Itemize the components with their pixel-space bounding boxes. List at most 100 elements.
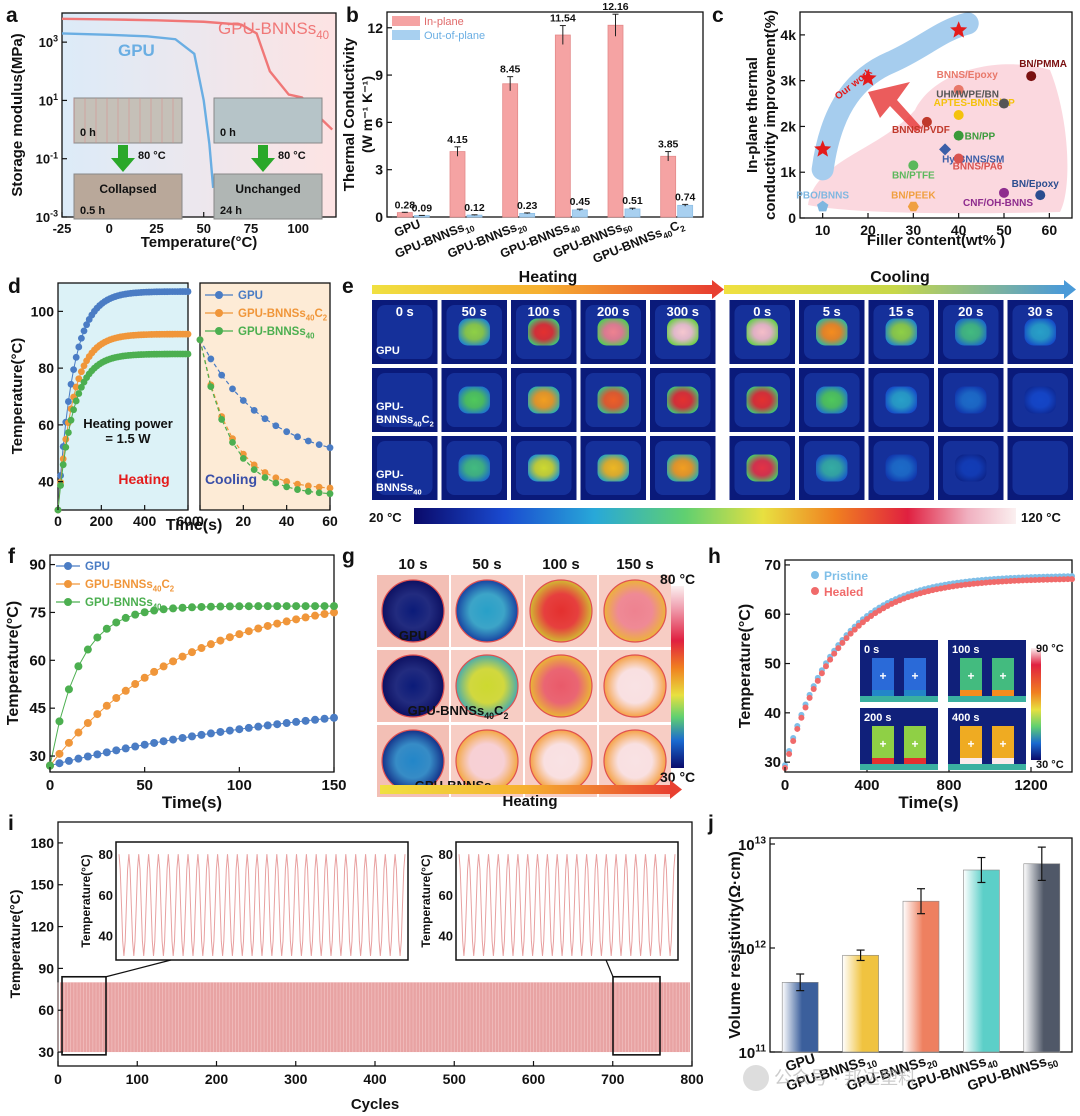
temperature-point [802, 704, 809, 711]
heater-strip [948, 764, 1026, 770]
heating-point [72, 353, 80, 361]
temperature-point [121, 744, 130, 753]
label-part: 40 [569, 223, 582, 236]
y-tick-label: 3 [375, 162, 383, 178]
temperature-point [273, 720, 282, 729]
temperature-point [169, 604, 178, 613]
data-point [908, 160, 919, 171]
data-point-label: BN/PTFE [892, 170, 935, 181]
sample-hotspot [816, 386, 848, 414]
x-tick-label: 150 [321, 777, 346, 794]
cooling-point [261, 415, 269, 423]
temperature-point [855, 622, 862, 629]
temperature-point [827, 656, 834, 663]
heating-point [83, 321, 90, 329]
row-label: GPU-BNNSs40​C2​ [408, 703, 509, 721]
temperature-point [46, 761, 54, 770]
our-work-star [814, 140, 832, 157]
legend-swatch [392, 30, 420, 40]
row-label-line2: BNNSs40​C2​ [376, 414, 434, 428]
label-part: 2 [170, 584, 175, 593]
legend-marker [215, 327, 223, 335]
label-part: 10 [464, 223, 477, 236]
heater-strip [948, 696, 1026, 702]
temperature-point [197, 730, 206, 739]
sample-hotspot [597, 454, 629, 482]
cooling-point [272, 474, 280, 482]
temperature-point [83, 752, 92, 761]
legend-label: Pristine [824, 569, 868, 583]
cooling-point [272, 422, 280, 430]
temperature-point [102, 624, 111, 633]
label-part: -1 [50, 150, 58, 160]
in-plane-bar [660, 155, 677, 218]
temperature-point [301, 613, 310, 622]
temperature-point [282, 617, 291, 626]
in-plane-bar [502, 83, 519, 218]
panel-i: 0 100 200 300 400 500 600 700 800 30 60 90 120 150 180… [7, 821, 704, 1113]
temperature-point [244, 602, 253, 611]
row-label: GPU- [376, 469, 404, 481]
label-part: 40 [306, 313, 315, 322]
plot-frame [49, 554, 335, 773]
temperature-point [225, 633, 234, 642]
cooling-point [250, 461, 258, 469]
color-scale-bar [414, 508, 1016, 524]
x-tick-label: 20 [236, 513, 252, 529]
data-point-label: PBO/BNNS [796, 191, 849, 202]
heating-point [75, 375, 83, 383]
temperature-point [197, 644, 206, 653]
cooling-point [315, 483, 323, 491]
heating-point [72, 383, 80, 391]
label-part: GPU [399, 628, 427, 643]
thermal-cell: 30 s [1007, 300, 1073, 364]
in-plane-bar [396, 212, 413, 218]
inset-color-scale [1031, 648, 1041, 760]
temperature-point [140, 673, 149, 682]
label-part: GPU-BNNSs [85, 597, 153, 609]
photo-state: Unchanged [235, 182, 300, 196]
cooling-point [294, 433, 301, 441]
temperature-point [225, 602, 234, 611]
label-part: GPU-BNNSs [85, 579, 153, 591]
data-point [953, 130, 964, 141]
sample-hotspot [955, 454, 987, 482]
y-tick-label: 70 [764, 557, 781, 574]
cooling-point [326, 484, 334, 492]
heating-point [59, 455, 67, 463]
data-point-label: APTES-BNNS/EP [934, 98, 1015, 109]
temperature-point [301, 602, 310, 611]
temperature-point [254, 624, 263, 633]
temperature-point [74, 728, 83, 737]
in-plane-bar [607, 24, 624, 218]
sample-disc [529, 579, 593, 643]
y-axis-title: Temperature(°C) [737, 604, 754, 728]
resistivity-bar [842, 954, 879, 1053]
x-tick-label: 10 [815, 222, 831, 238]
inset-thermal-image: + +400 s [948, 708, 1026, 770]
row-label-line2: BNNSs40​ [376, 482, 422, 496]
heating-point [65, 398, 72, 405]
temperature-point [330, 608, 338, 617]
legend-label: GPU-BNNSs40​ [85, 597, 162, 611]
measure-marker: + [999, 669, 1006, 683]
thermal-cell: 20 s [938, 300, 1004, 364]
measure-marker: + [879, 737, 886, 751]
sample-hotspot [528, 386, 560, 414]
temperature-point [131, 680, 140, 689]
y-tick-label: 180 [31, 835, 55, 851]
y-tick-label: 100 [31, 303, 55, 319]
panel-letter-h: h [708, 545, 721, 568]
label-part: 12 [755, 940, 767, 951]
temperature-point [64, 738, 73, 747]
scale-max-label: 80 °C [660, 571, 695, 587]
row-label: GPU [399, 628, 427, 643]
temperature-point [159, 737, 168, 746]
sample-hotspot [667, 318, 699, 346]
sample-hotspot [885, 454, 917, 482]
temperature-point [786, 751, 793, 758]
thermal-cell [451, 575, 523, 647]
time-label: 10 s [398, 556, 427, 573]
thermal-cell: 15 s [868, 300, 934, 364]
x-axis-title: Time(s) [166, 517, 223, 534]
